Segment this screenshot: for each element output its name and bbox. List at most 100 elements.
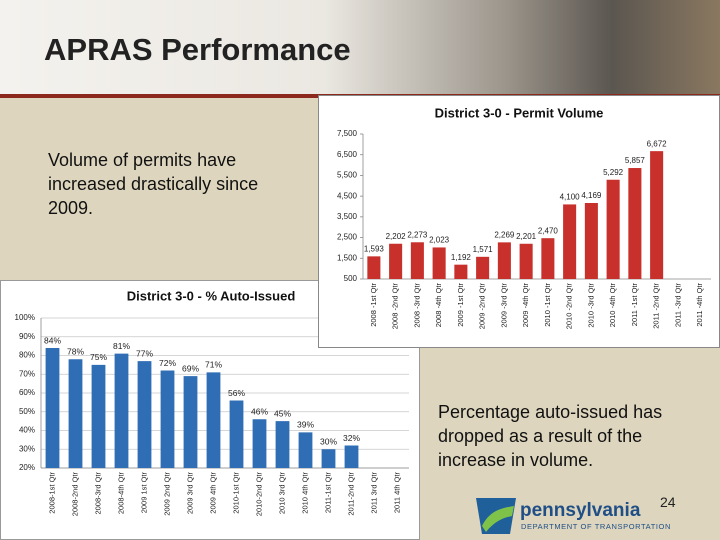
y-tick-label: 70% [19,369,35,378]
value-label: 30% [320,437,337,447]
bar [137,361,152,468]
y-tick-label: 40% [19,426,35,435]
value-label: 4,100 [560,193,581,202]
value-label: 2,201 [516,232,537,241]
value-label: 2,470 [538,226,559,235]
x-tick-label: 2009 -1st Qtr [456,283,465,327]
value-label: 77% [136,348,153,358]
value-label: 2,273 [407,230,428,239]
y-tick-label: 80% [19,351,35,360]
value-label: 75% [90,352,107,362]
value-label: 2,023 [429,236,450,245]
bar [650,151,664,279]
x-tick-label: 2011 -4th Qtr [695,283,704,327]
x-tick-label: 2009 -3rd Qtr [499,283,508,328]
x-tick-label: 2011-1st Qtr [323,472,332,514]
value-label: 39% [297,420,314,430]
y-tick-label: 2,500 [337,233,358,242]
x-tick-label: 2010 3rd Qtr [277,472,286,515]
bar [114,353,129,468]
value-label: 1,571 [473,245,494,254]
y-tick-label: 6,500 [337,150,358,159]
y-tick-label: 4,500 [337,191,358,200]
value-label: 84% [44,335,61,345]
bar [68,359,83,468]
x-tick-label: 2008-1st Qtr [47,471,56,513]
bar [519,243,533,279]
x-tick-label: 2011 4th Qtr [392,472,401,514]
x-tick-label: 2009 4th Qtr [208,472,217,514]
bar [91,364,106,468]
bar [252,419,267,468]
x-tick-label: 2010 -1st Qtr [543,283,552,327]
x-tick-label: 2010 -4th Qtr [608,283,617,328]
value-label: 81% [113,341,130,351]
y-tick-label: 60% [19,388,35,397]
bar [45,348,60,468]
bar [183,376,198,468]
x-tick-label: 2009 -2nd Qtr [478,283,487,330]
value-label: 4,169 [581,191,602,200]
value-label: 78% [67,347,84,357]
header [0,0,720,94]
value-label: 46% [251,407,268,417]
keystone-stripe [482,506,514,532]
value-label: 1,192 [451,253,472,262]
value-label: 1,593 [364,244,385,253]
y-tick-label: 5,500 [337,171,358,180]
value-label: 69% [182,363,199,373]
x-tick-label: 2009 3rd Qtr [185,472,194,515]
bar [298,432,313,468]
slide-title: APRAS Performance [44,32,351,67]
bar [606,179,620,279]
page-number: 24 [660,494,676,510]
value-label: 72% [159,358,176,368]
x-tick-label: 2009 -4th Qtr [521,283,530,328]
x-tick-label: 2010-2nd Qtr [254,472,263,517]
y-tick-label: 50% [19,407,35,416]
value-label: 5,857 [625,156,646,165]
x-tick-label: 2011-2nd Qtr [346,472,355,516]
y-tick-label: 20% [19,463,35,472]
bar [160,370,175,468]
value-label: 5,292 [603,168,624,177]
bar [541,238,555,279]
logo-name: pennsylvania [520,500,641,521]
x-tick-label: 2008 -4th Qtr [434,283,443,328]
bar [229,400,244,468]
y-tick-label: 90% [19,332,35,341]
x-tick-label: 2008-3rd Qtr [93,472,102,515]
x-tick-label: 2008 -1st Qtr [369,283,378,327]
x-tick-label: 2009 2nd Qtr [162,471,171,515]
bar [321,449,336,468]
logo-mark [476,498,516,534]
chart-title: District 3-0 - % Auto-Issued [127,288,296,303]
auto-text: Percentage auto-issued has dropped as a … [438,402,663,470]
x-tick-label: 2008 -3rd Qtr [412,283,421,328]
value-label: 32% [343,433,360,443]
y-tick-label: 3,500 [337,212,358,221]
y-tick-label: 500 [344,274,358,283]
bar [432,247,446,279]
x-tick-label: 2011 3rd Qtr [369,472,378,514]
x-tick-label: 2011 -1st Qtr [630,283,639,327]
y-tick-label: 7,500 [337,129,358,138]
bar [367,256,381,279]
bar [206,372,221,468]
value-label: 45% [274,408,291,418]
bar [563,204,577,279]
bar [628,168,642,279]
value-label: 2,202 [386,232,407,241]
permit-volume-chart: District 3-0 - Permit Volume 500 1,500 2,50… [318,95,720,348]
bar [344,445,359,468]
x-tick-label: 2009 1st Qtr [139,472,148,514]
bar [275,421,290,468]
value-label: 71% [205,360,222,370]
x-tick-label: 2008-2nd Qtr [70,472,79,517]
logo-department: DEPARTMENT OF TRANSPORTATION [521,522,672,531]
x-tick-label: 2011 -3rd Qtr [673,283,682,328]
bar [476,256,490,279]
value-label: 6,672 [647,139,668,148]
auto-issued-chart: District 3-0 - % Auto-Issued 20% 30% 40% 50%… [0,280,420,540]
